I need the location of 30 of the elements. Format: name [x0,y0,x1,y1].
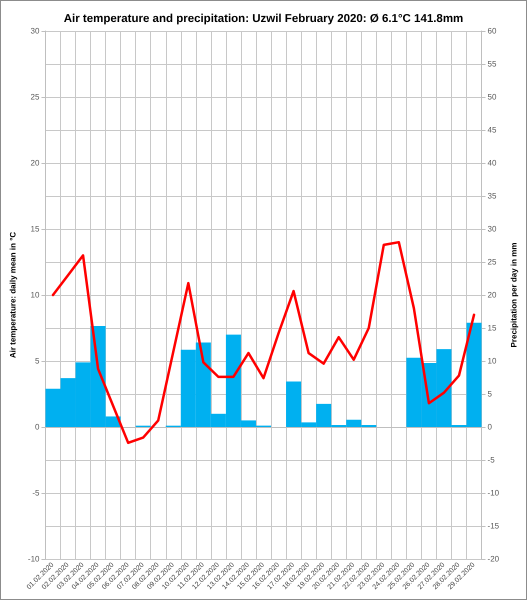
y2-tick-label: 55 [488,60,497,68]
y2-tick-label: 25 [488,258,497,266]
y2-tick-label: -15 [488,522,500,530]
y2-tick-label: 15 [488,324,497,332]
y-tick-label: -5 [32,488,40,498]
chart-title: Air temperature and precipitation: Uzwil February 2020: Ø 6.1°C 141.8mm [64,13,464,25]
line-series [52,240,476,444]
y-tick-label: 0 [35,422,40,432]
y-tick-label: 10 [30,290,40,300]
y-tick-label: 20 [30,158,40,168]
y2-tick-label: -5 [488,456,496,464]
y-tick-label: 25 [30,92,40,102]
y-tick-label: 30 [30,26,40,36]
y2-tick-label: 30 [488,224,497,234]
y2-tick-label: 10 [488,356,497,366]
y-tick-label: 5 [35,356,40,366]
y2-tick-label: 35 [488,192,497,200]
y-tick-label: -10 [28,554,40,564]
y-tick-label: 15 [30,224,40,234]
y2-tick-label: 20 [488,290,497,300]
y2-axis-title: Precipitation per day in mm [510,242,518,348]
y2-tick-label: -10 [488,488,500,498]
y2-tick-label: 40 [488,158,497,168]
y2-tick-label: 60 [488,26,497,36]
y2-tick-label: 45 [488,126,497,134]
y2-tick-label: 50 [488,92,497,102]
y2-tick-label: 5 [488,390,493,398]
y-axis-title: Air temperature: daily mean in °C [8,232,18,358]
y2-tick-label: 0 [488,422,493,432]
y2-tick-label: -20 [488,554,500,564]
